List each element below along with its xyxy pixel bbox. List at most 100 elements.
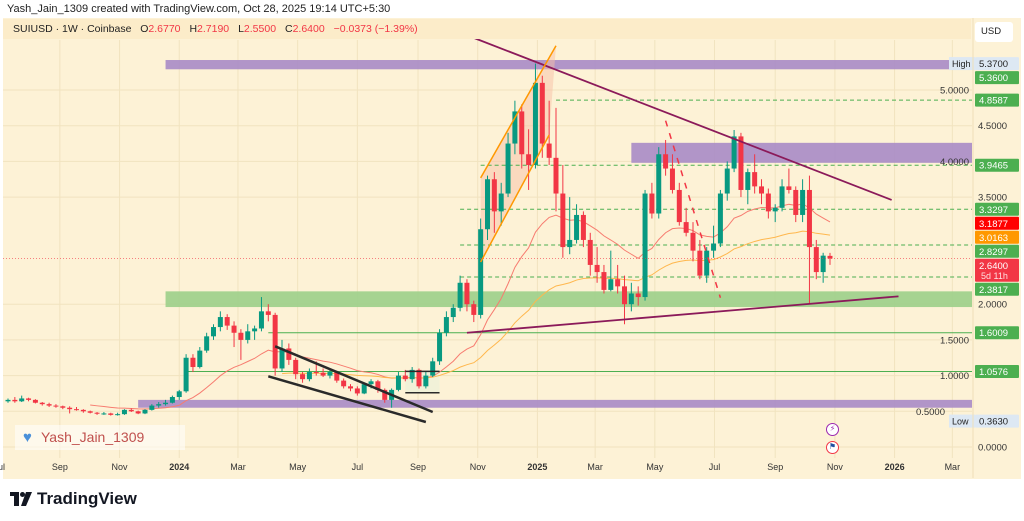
- ema-fast-line: [90, 203, 831, 410]
- candle-body: [286, 348, 292, 360]
- candle-body: [306, 372, 312, 380]
- price-badge-text: 3.9465: [979, 161, 1008, 172]
- candle-body: [574, 214, 580, 240]
- currency-button[interactable]: USD: [975, 22, 1013, 42]
- tradingview-logo[interactable]: TradingView: [10, 489, 137, 509]
- y-tick-label: 4.5000: [978, 121, 1007, 132]
- candle-body: [752, 172, 758, 187]
- candle: [450, 304, 456, 323]
- candle: [128, 408, 134, 413]
- y-tick-label: 2.0000: [978, 300, 1007, 311]
- candle-body: [115, 414, 121, 416]
- price-badge: 3.3297: [975, 202, 1019, 216]
- candle-body: [190, 357, 196, 368]
- candle-body: [258, 311, 264, 329]
- candle-body: [5, 399, 11, 402]
- candle: [806, 175, 812, 305]
- lightning-icon[interactable]: ⚡: [826, 423, 839, 436]
- candle-body: [361, 384, 367, 394]
- author-watermark: ♥ Yash_Jain_1309: [15, 425, 185, 450]
- x-tick-label: Nov: [470, 462, 487, 472]
- candle-body: [539, 82, 545, 144]
- candle: [443, 311, 449, 337]
- price-chart[interactable]: 5.3700 High 5.3600 4.8587 3.9465 3.3297 3.1877…: [0, 0, 1024, 480]
- candle-body: [526, 154, 532, 165]
- candle: [409, 367, 415, 383]
- candle-body: [231, 325, 237, 333]
- candle-body: [642, 193, 648, 298]
- candle-body: [491, 179, 497, 212]
- candle: [265, 304, 271, 322]
- price-tag-low: Low: [952, 417, 969, 427]
- candle-body: [622, 286, 627, 305]
- candle: [800, 179, 806, 223]
- price-badge-text: 1.6009: [979, 328, 1008, 339]
- candle-body: [265, 311, 271, 315]
- candle: [717, 189, 723, 248]
- green-support-zone: [165, 291, 973, 308]
- candle: [827, 252, 833, 265]
- y-tick-label: 5.0000: [940, 86, 969, 97]
- candle: [348, 384, 353, 392]
- candle-body: [334, 372, 340, 381]
- candle: [498, 182, 504, 226]
- us-flag-icon[interactable]: ⚑: [826, 441, 839, 454]
- ascending-trendline: [466, 295, 899, 334]
- candle: [108, 412, 114, 416]
- candle: [759, 179, 764, 205]
- candle: [252, 325, 258, 340]
- candle: [46, 402, 52, 408]
- candle-body: [738, 136, 744, 190]
- candle-body: [80, 409, 86, 412]
- candle: [587, 232, 593, 276]
- candle: [567, 197, 573, 255]
- candle-body: [348, 386, 353, 389]
- x-tick-label: Sep: [52, 462, 68, 472]
- candle: [457, 275, 463, 312]
- candle-body: [663, 154, 669, 169]
- candle-body: [594, 264, 600, 273]
- candle: [258, 297, 264, 332]
- candle: [704, 247, 710, 283]
- symbol-info[interactable]: SUIUSD · 1W · Coinbase: [13, 23, 132, 35]
- candle: [491, 172, 497, 233]
- red-dashed-trendline: [664, 120, 722, 298]
- candle: [354, 386, 360, 396]
- price-badge: 3.9465: [975, 158, 1019, 172]
- high-value: 2.7190: [197, 23, 230, 35]
- candle-body: [724, 168, 730, 194]
- candle-body: [779, 186, 785, 208]
- price-badge: 1.6009: [975, 326, 1019, 340]
- candle: [656, 147, 662, 219]
- candle-body: [293, 359, 299, 375]
- price-badge-bg: [975, 230, 1019, 244]
- candle: [731, 129, 737, 173]
- candle: [786, 168, 792, 194]
- candle: [135, 410, 141, 415]
- candle: [526, 129, 532, 190]
- price-badge-bg: [975, 71, 1019, 85]
- candle: [341, 378, 347, 389]
- candle-body: [32, 399, 38, 403]
- candle: [560, 164, 566, 258]
- candle: [649, 182, 655, 219]
- candle: [327, 369, 333, 379]
- candle: [676, 182, 682, 226]
- descending-trendline: [473, 37, 892, 201]
- candle: [26, 397, 32, 402]
- candle: [553, 107, 559, 212]
- close-value: 2.6400: [292, 23, 325, 35]
- candle-body: [142, 409, 148, 414]
- candle: [279, 339, 285, 373]
- candle-body: [53, 405, 59, 407]
- candle: [724, 161, 730, 201]
- candle-body: [471, 304, 477, 315]
- price-badge: 3.0163: [975, 230, 1019, 244]
- candle-body: [375, 381, 381, 390]
- candle-body: [409, 369, 415, 380]
- price-badge-bg: [975, 158, 1019, 172]
- open-value: 2.6770: [148, 23, 181, 35]
- candle: [224, 314, 230, 330]
- y-tick-label: 0.5000: [916, 407, 945, 418]
- price-badge-text: 1.0576: [979, 367, 1008, 378]
